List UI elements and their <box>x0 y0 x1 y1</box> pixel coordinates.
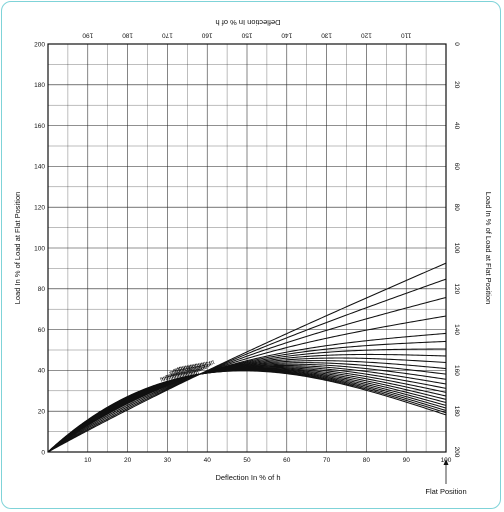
curve-h-1-t <box>47 315 447 453</box>
y-tick-label: 100 <box>34 245 45 252</box>
right-tick-label: 100 <box>453 243 460 254</box>
y-tick-label: 0 <box>41 449 45 456</box>
top-tick-label: 110 <box>401 31 412 38</box>
top-tick-label: 120 <box>361 31 372 38</box>
top-tick-label: 150 <box>241 31 252 38</box>
x-tick-label: 60 <box>283 457 291 464</box>
y-tick-label: 80 <box>38 286 46 293</box>
right-tick-label: 140 <box>453 324 460 335</box>
right-tick-label: 200 <box>453 447 460 458</box>
y-tick-label: 60 <box>38 327 46 334</box>
y-tick-label: 20 <box>38 409 46 416</box>
top-tick-label: 170 <box>162 31 173 38</box>
curve-h-0-8-t <box>47 296 447 453</box>
curve-h-1-4-t <box>47 348 447 453</box>
right-tick-label: 80 <box>453 204 460 212</box>
x-axis-label: Deflection In % of h <box>215 473 280 482</box>
y-tick-label: 200 <box>34 41 45 48</box>
top-axis-label: Deflection In % of h <box>215 18 280 27</box>
x-tick-label: 10 <box>84 457 92 464</box>
top-tick-label: 180 <box>122 31 133 38</box>
y-tick-label: 180 <box>34 82 45 89</box>
curve-h-1-3-t <box>47 340 447 453</box>
flat-position-label: Flat Position <box>425 487 466 496</box>
right-tick-label: 40 <box>453 122 460 130</box>
y-tick-label: 160 <box>34 123 45 130</box>
y-tick-label: 40 <box>38 368 46 375</box>
top-tick-label: 140 <box>281 31 292 38</box>
top-tick-label: 130 <box>321 31 332 38</box>
x-tick-label: 50 <box>243 457 251 464</box>
x-tick-label: 20 <box>124 457 132 464</box>
right-tick-label: 20 <box>453 81 460 89</box>
x-tick-label: 40 <box>204 457 212 464</box>
curve-h-1-5-t <box>47 353 447 453</box>
flat-position-arrow <box>443 459 449 484</box>
x-tick-label: 90 <box>403 457 411 464</box>
right-tick-label: 180 <box>453 406 460 417</box>
right-tick-label: 160 <box>453 365 460 376</box>
right-tick-label: 120 <box>453 283 460 294</box>
x-tick-label: 70 <box>323 457 331 464</box>
curve-h-0-4-t <box>47 262 447 453</box>
y-tick-label: 120 <box>34 205 45 212</box>
curves <box>47 262 447 453</box>
y-axis-label: Load In % of Load at Flat Position <box>13 192 22 305</box>
right-tick-label: 0 <box>453 42 460 46</box>
curve-h-0-6-t <box>47 278 447 453</box>
right-tick-label: 60 <box>453 163 460 171</box>
right-axis-label: Load In % of Load at Flat Position <box>484 192 493 305</box>
plot-border <box>47 43 447 453</box>
y-tick-label: 140 <box>34 164 45 171</box>
top-tick-label: 160 <box>201 31 212 38</box>
x-tick-label: 30 <box>164 457 172 464</box>
curve-h-1-2-t <box>47 332 447 453</box>
x-tick-label: 80 <box>363 457 371 464</box>
top-tick-label: 190 <box>82 31 93 38</box>
